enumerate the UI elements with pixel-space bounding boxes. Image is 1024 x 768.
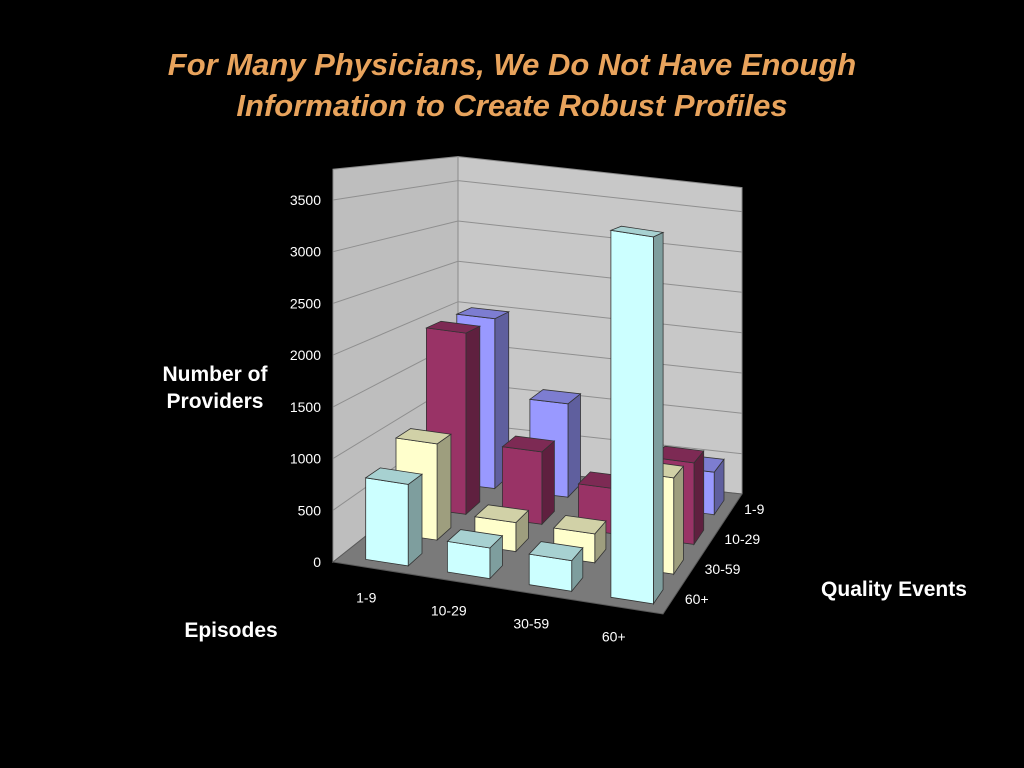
y-tick-label: 3000 xyxy=(290,244,321,260)
y-tick-label: 0 xyxy=(313,554,321,570)
bar-top xyxy=(473,504,530,524)
bar-60+-60+ xyxy=(610,229,654,605)
slide-title: For Many Physicians, We Do Not Have Enou… xyxy=(0,44,1024,126)
bar-top xyxy=(394,428,452,445)
bar-side xyxy=(653,231,664,606)
bar-60+-1-9 xyxy=(365,477,409,567)
gridline xyxy=(332,180,743,213)
x-tick-label: 1-9 xyxy=(356,590,376,606)
bar-top xyxy=(552,515,607,535)
z-axis-label: Quality Events xyxy=(821,578,967,601)
y-tick-label: 3500 xyxy=(290,192,321,208)
bar-top xyxy=(455,307,511,320)
bar-top xyxy=(424,320,482,334)
x-axis-label: Episodes xyxy=(184,619,278,642)
x-tick-label: 60+ xyxy=(602,629,626,645)
y-tick-label: 2500 xyxy=(290,295,321,311)
y-tick-label: 1000 xyxy=(290,451,321,467)
x-tick-label: 10-29 xyxy=(431,603,467,619)
bar-top xyxy=(501,435,556,453)
bar-side xyxy=(465,325,481,516)
bar-side xyxy=(407,473,423,567)
y-axis-label: Number of Providers xyxy=(162,363,268,413)
z-tick-label: 60+ xyxy=(685,591,709,607)
bar-side xyxy=(567,392,581,499)
bar-side xyxy=(673,465,684,576)
z-tick-label: 30-59 xyxy=(705,561,741,577)
y-tick-label: 500 xyxy=(298,502,322,518)
bar-top xyxy=(528,389,582,405)
bar-side xyxy=(436,433,452,541)
bar-top xyxy=(446,529,504,549)
z-tick-label: 10-29 xyxy=(724,531,760,547)
bar-top xyxy=(528,541,584,562)
y-tick-label: 2000 xyxy=(290,347,321,363)
y-tick-label: 1500 xyxy=(290,399,321,415)
title-line-2: Information to Create Robust Profiles xyxy=(236,88,788,123)
z-tick-label: 1-9 xyxy=(744,501,764,517)
bar-side xyxy=(693,449,705,546)
x-tick-label: 30-59 xyxy=(513,616,549,632)
title-line-1: For Many Physicians, We Do Not Have Enou… xyxy=(167,47,857,82)
bar-top xyxy=(364,467,424,485)
bar-top xyxy=(609,225,665,238)
bar-side xyxy=(541,440,555,526)
